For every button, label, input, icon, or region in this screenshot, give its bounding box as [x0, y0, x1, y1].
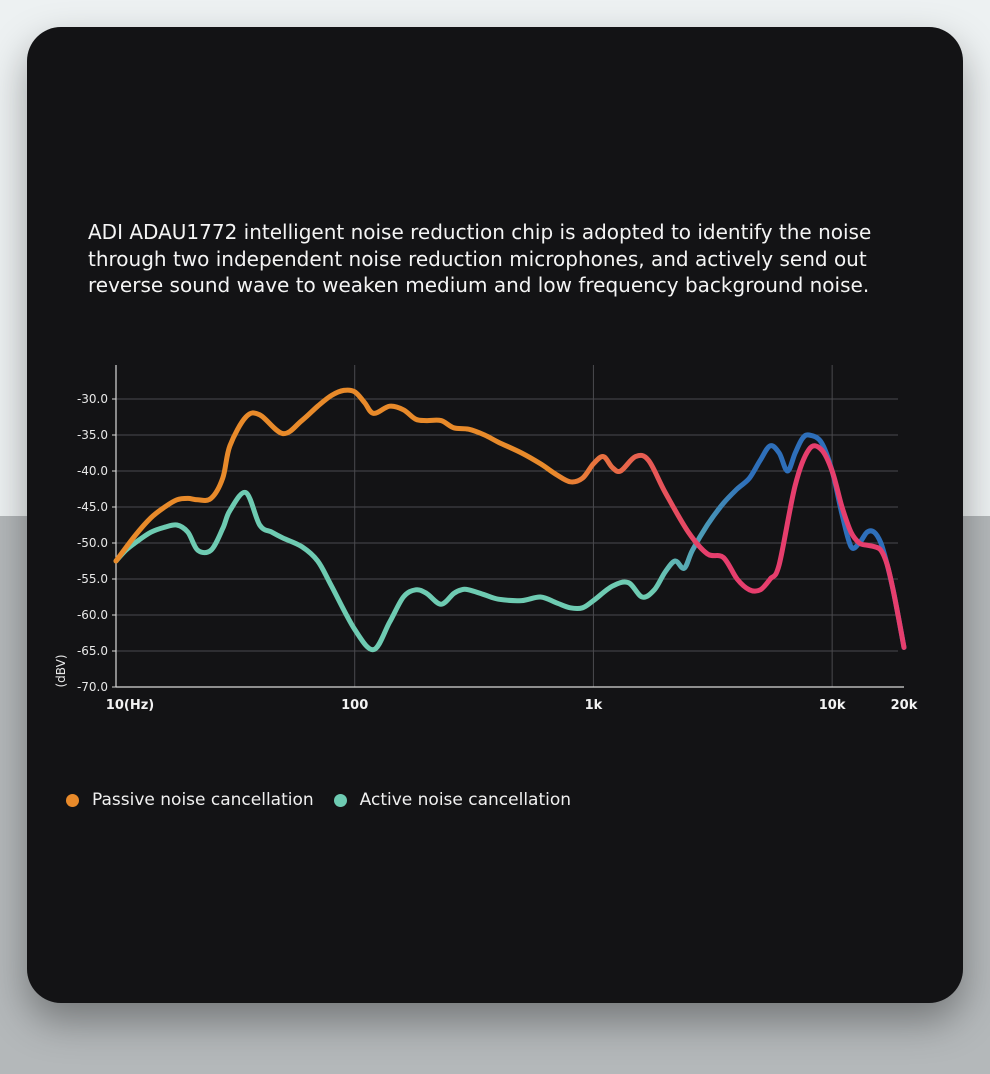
grid	[116, 365, 898, 687]
legend-item-active: Active noise cancellation	[333, 790, 572, 810]
series	[113, 387, 907, 653]
y-tick-label: -45.0	[77, 500, 108, 514]
legend: Passive noise cancellation Active noise …	[66, 790, 591, 810]
legend-label-active: Active noise cancellation	[359, 790, 572, 810]
y-tick-label: -50.0	[77, 536, 108, 550]
passive-noise-line	[113, 387, 907, 650]
x-tick-label: 10k	[819, 698, 846, 713]
x-tick-label: 10(Hz)	[106, 698, 154, 713]
y-tick-label: -60.0	[77, 608, 108, 622]
line-chart: -30.0 -35.0 -40.0 -45.0 -50.0 -55.0 -60.0 -65.0…	[54, 365, 918, 713]
y-tick-label: -55.0	[77, 572, 108, 586]
axes	[112, 365, 904, 688]
y-tick-label: -70.0	[77, 680, 108, 694]
legend-label-passive: Passive noise cancellation	[92, 790, 314, 810]
x-tick-label: 100	[341, 698, 368, 713]
chart-card: ADI ADAU1772 intelligent noise reduction…	[27, 27, 963, 1003]
description-text: ADI ADAU1772 intelligent noise reduction…	[88, 220, 872, 297]
y-tick-label: -30.0	[77, 392, 108, 406]
passive-dot-icon	[66, 793, 79, 807]
legend-item-passive: Passive noise cancellation	[66, 790, 314, 810]
y-tick-label: -35.0	[77, 428, 108, 442]
active-dot-icon	[333, 793, 347, 807]
y-axis-label: (dBV)	[54, 654, 68, 687]
active-noise-line	[113, 432, 907, 653]
x-tick-label: 20k	[891, 698, 918, 713]
tick-labels: -30.0 -35.0 -40.0 -45.0 -50.0 -55.0 -60.0 -65.0…	[54, 392, 918, 713]
y-tick-label: -40.0	[77, 464, 108, 478]
y-tick-label: -65.0	[77, 644, 108, 658]
x-tick-label: 1k	[585, 698, 603, 713]
